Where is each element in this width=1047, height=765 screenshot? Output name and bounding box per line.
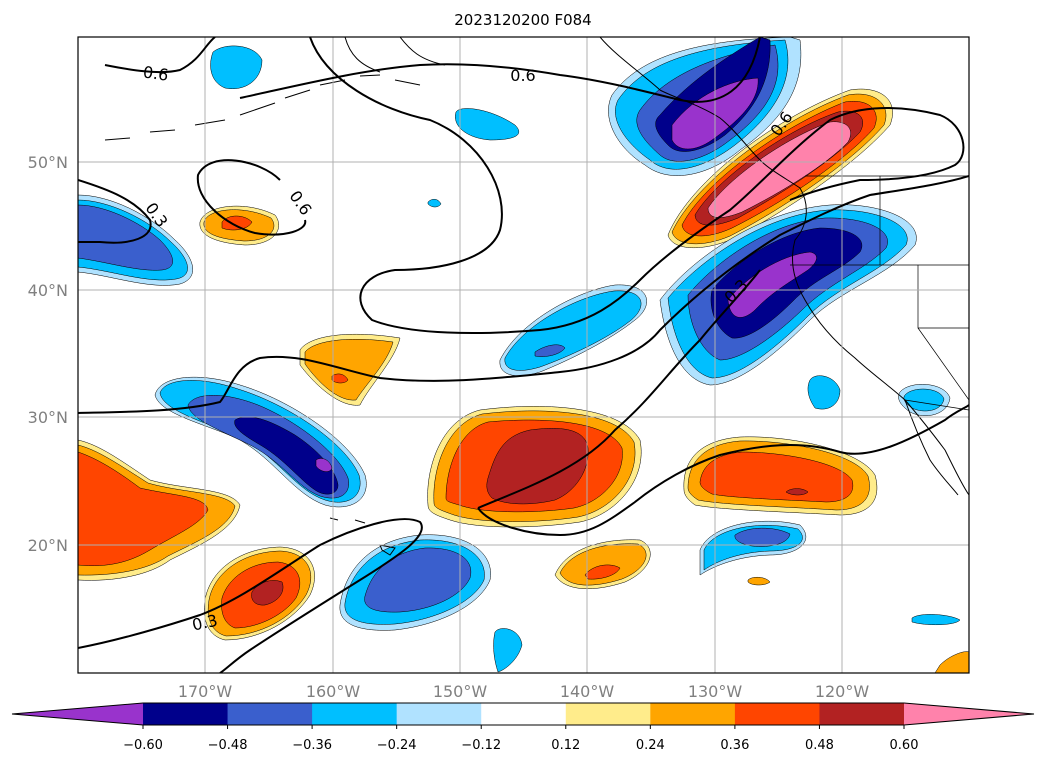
anomaly-far-west-neg: [78, 204, 173, 271]
anomaly-aleutian-small-neg: [210, 45, 263, 90]
colorbar-tick-label: −0.12: [461, 738, 501, 753]
anomaly-small-neg-south: [493, 628, 523, 673]
contour-line-0.3: [78, 175, 969, 414]
colorbar-tick-label: 0.60: [890, 738, 919, 753]
contour-line-0.3: [477, 269, 761, 509]
coastline-hawaii: [329, 517, 396, 556]
filled-contours: [78, 37, 969, 673]
contour-label: 0.6: [142, 62, 170, 84]
anomaly-baja-neg: [903, 388, 945, 412]
gridlines: [78, 37, 969, 673]
colorbar-segment: [819, 703, 905, 725]
colorbar-tick-label: 0.36: [720, 738, 749, 753]
colorbar-tick-label: −0.36: [292, 738, 332, 753]
contour-line-0.3: [78, 179, 152, 244]
lat-tick-label: 40°N: [28, 281, 68, 300]
colorbar-tick-label: 0.12: [551, 738, 580, 753]
colorbar-segment: [565, 703, 651, 725]
anomaly-south-pos: [251, 580, 284, 606]
anomaly-corner-pos: [934, 651, 969, 673]
anomaly-ne-pacific-pos: [707, 121, 851, 218]
coastline-north-america: [599, 37, 969, 496]
border-states: [879, 176, 969, 401]
colorbar-segment: [650, 703, 736, 725]
anomaly-west-central-neg: [315, 458, 333, 472]
colorbar-segment: [143, 703, 229, 725]
lon-tick-label: 130°W: [688, 682, 743, 701]
anomaly-mid-neg: [534, 344, 566, 357]
anomaly-central-pos: [486, 428, 589, 505]
anomaly-south-small-pos: [584, 564, 621, 580]
border-us-mexico: [904, 399, 969, 411]
contour-line-0.3: [477, 404, 969, 537]
colorbar-tick-label: −0.24: [377, 738, 417, 753]
colorbar-segment: [312, 703, 398, 725]
anomaly-south-small-pos: [559, 543, 647, 586]
colorbar-segment: [396, 703, 482, 725]
anomaly-small-pos-se: [747, 577, 771, 586]
anomaly-tiny-neg: [427, 199, 442, 208]
lon-tick-label: 120°W: [815, 682, 870, 701]
anomaly-dateline-north-pos: [221, 215, 253, 231]
contour-line-0.6: [196, 159, 307, 236]
colorbar-segment: [481, 703, 567, 725]
lat-tick-label: 30°N: [28, 408, 68, 427]
colorbar-tick-label: 0.24: [636, 738, 665, 753]
contour-line-0.6: [104, 37, 216, 74]
lon-tick-labels: 170°W 160°W 150°W 140°W 130°W 120°W: [178, 682, 870, 701]
anomaly-west-central-neg: [234, 416, 339, 495]
contour-line-0.6: [239, 37, 761, 103]
anomaly-east-pos: [785, 488, 809, 496]
contour-lines: [78, 37, 969, 673]
lon-tick-label: 150°W: [433, 682, 488, 701]
colorbar-segment: [227, 703, 313, 725]
lon-tick-label: 170°W: [178, 682, 233, 701]
anomaly-east-pos: [699, 451, 854, 503]
colorbar-segment: [734, 703, 820, 725]
lat-tick-labels: 50°N 40°N 30°N 20°N: [28, 153, 68, 555]
anomaly-california-neg: [727, 251, 817, 318]
contour-label: 0.3: [190, 611, 219, 635]
colorbar-extend-low: [12, 703, 143, 725]
colorbar: −0.60 −0.48 −0.36 −0.24 −0.12 0.12 0.24 0.36 0.4…: [11, 702, 1035, 753]
map-frame: [77, 36, 970, 674]
lon-tick-label: 140°W: [560, 682, 615, 701]
lon-tick-label: 160°W: [306, 682, 361, 701]
anomaly-small-neg-se: [911, 614, 961, 625]
anomaly-far-west-pos: [78, 451, 209, 566]
coastlines: [104, 37, 969, 556]
colorbar-tick-label: −0.48: [208, 738, 248, 753]
anomaly-gulf-small-neg: [455, 108, 520, 141]
contour-line-0.3: [78, 518, 423, 673]
anomaly-central-north-pos: [331, 373, 349, 384]
colorbar-tick-label: 0.48: [805, 738, 834, 753]
contour-label: 0.6: [510, 66, 535, 85]
lat-tick-label: 20°N: [28, 536, 68, 555]
borders: [790, 175, 969, 411]
anomaly-coast-neg: [807, 375, 841, 410]
map-panel: 0.6 0.6 0.6 0.6 0.3 0.3 0.3: [78, 37, 969, 673]
colorbar-extend-high: [904, 703, 1034, 725]
lat-tick-label: 50°N: [28, 153, 68, 172]
chart-title: 2023120200 F084: [454, 11, 591, 29]
contour-line-0.6: [309, 37, 965, 334]
colorbar-tick-label: −0.60: [123, 738, 163, 753]
